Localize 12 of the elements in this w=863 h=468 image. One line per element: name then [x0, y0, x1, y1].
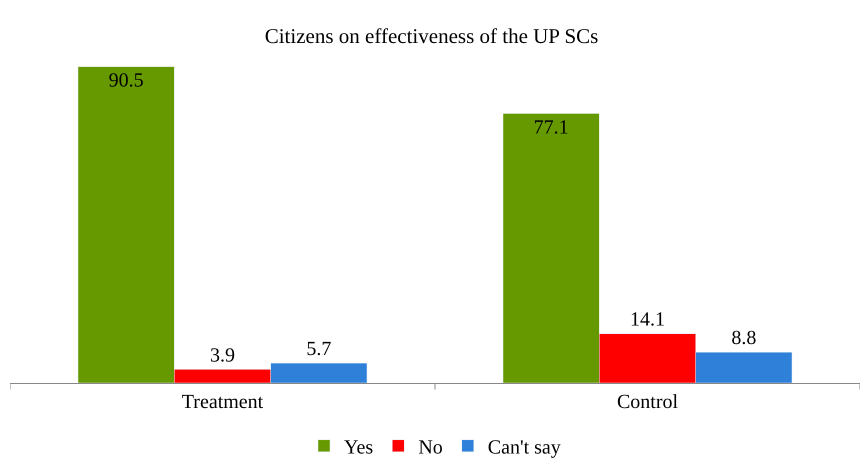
data-label: 3.9: [210, 344, 235, 366]
x-tick-label: Control: [616, 391, 678, 413]
x-tick-label: Treatment: [182, 391, 264, 413]
legend-label: No: [418, 436, 443, 459]
data-label: 5.7: [306, 338, 332, 360]
chart-title: Citizens on effectiveness of the UP SCs: [264, 24, 598, 48]
legend-label: Can't say: [488, 436, 561, 459]
legend-label: Yes: [344, 436, 374, 459]
data-label: 90.5: [108, 70, 144, 92]
data-label: 8.8: [731, 327, 756, 350]
data-label: 77.1: [534, 116, 569, 138]
data-label: 14.1: [630, 308, 665, 331]
